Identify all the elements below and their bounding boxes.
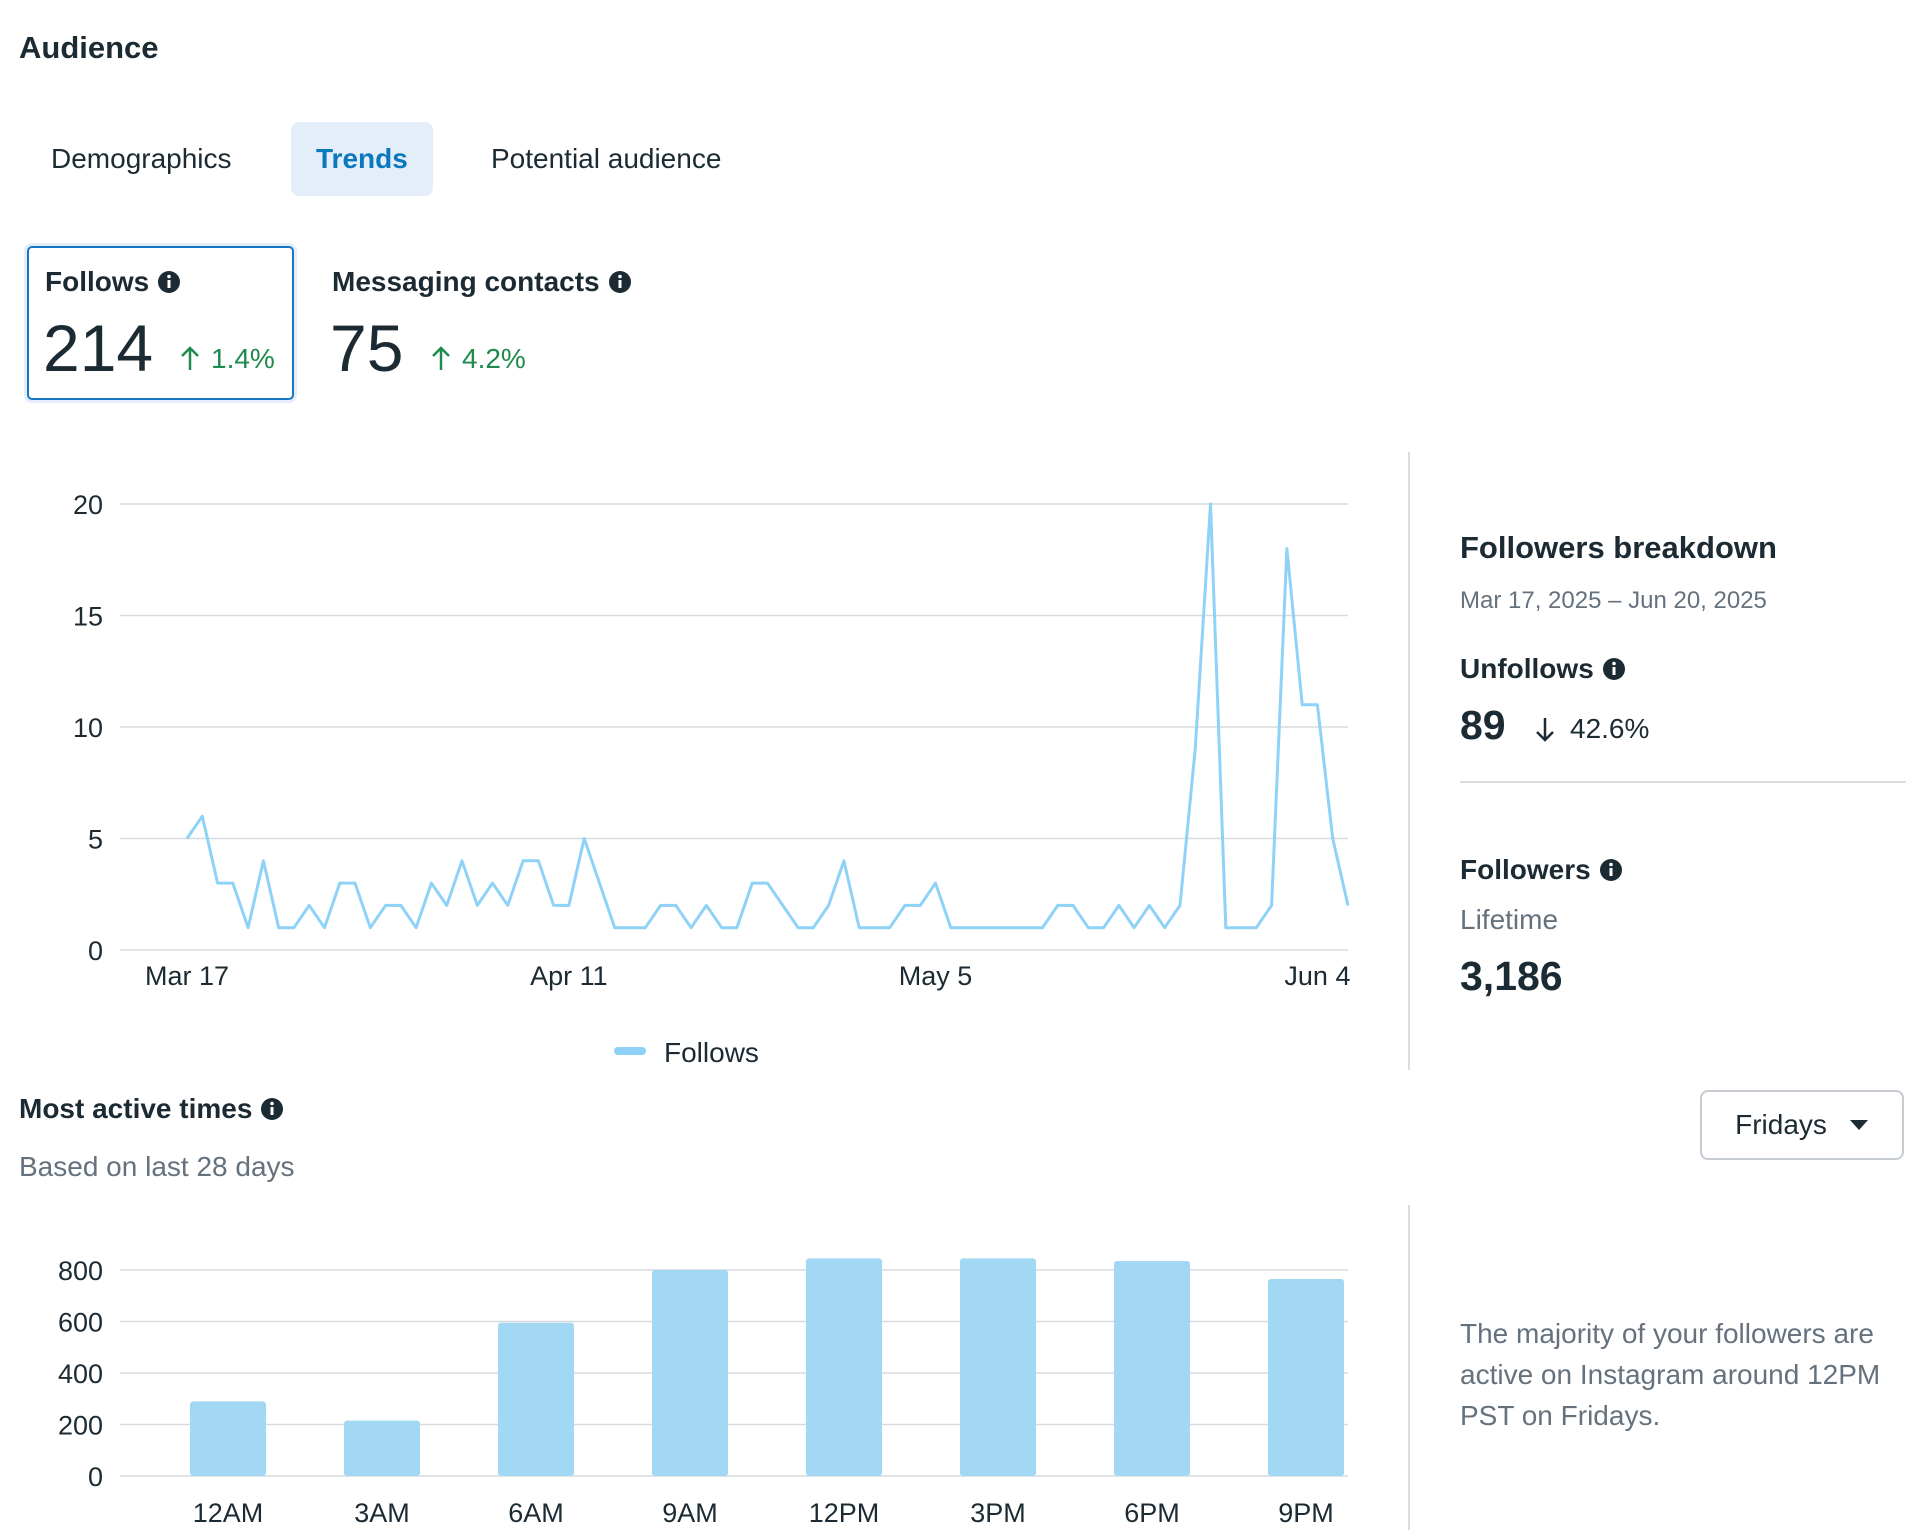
- y-tick-label: 15: [73, 602, 103, 632]
- page-title: Audience: [19, 30, 159, 65]
- x-tick-label: Mar 17: [145, 961, 229, 991]
- tab-potential-audience[interactable]: Potential audience: [491, 143, 722, 174]
- bar-chart-x-ticks: 12AM 3AM 6AM 9AM 12PM 3PM 6PM 9PM: [193, 1498, 1334, 1528]
- y-tick-label: 5: [88, 825, 103, 855]
- y-tick-label: 800: [58, 1256, 103, 1286]
- active-times-bar-chart: 0 200 400 600 800 12AM 3AM 6AM 9AM 12PM 3PM 6PM 9PM: [58, 1256, 1348, 1528]
- most-active-times-title: Most active times: [19, 1093, 253, 1124]
- section-divider: [1408, 1205, 1410, 1530]
- arrow-up-icon: [432, 346, 450, 370]
- arrow-down-icon: [1536, 718, 1554, 742]
- x-tick-label: May 5: [899, 961, 973, 991]
- day-select-dropdown[interactable]: Fridays: [1700, 1090, 1904, 1160]
- messaging-label-row: Messaging contacts: [332, 266, 632, 298]
- day-select-value: Fridays: [1735, 1109, 1827, 1140]
- follows-label: Follows: [45, 266, 150, 297]
- follows-series-line: [185, 502, 1350, 930]
- y-tick-label: 20: [73, 490, 103, 520]
- info-icon[interactable]: [1599, 858, 1623, 882]
- bar-9am: [652, 1270, 728, 1476]
- legend-swatch-follows: [614, 1047, 646, 1055]
- follows-change: 1.4%: [179, 343, 275, 375]
- x-tick-label: 3PM: [970, 1498, 1026, 1528]
- x-tick-label: 12AM: [193, 1498, 264, 1528]
- messaging-change: 4.2%: [430, 343, 526, 375]
- bar-12pm: [806, 1258, 882, 1476]
- bar-chart-bars: [190, 1258, 1344, 1476]
- unfollows-change-value: 42.6%: [1570, 713, 1650, 744]
- follows-value: 214: [43, 311, 154, 385]
- followers-breakdown-title: Followers breakdown: [1460, 530, 1777, 565]
- info-icon[interactable]: [260, 1097, 284, 1121]
- y-tick-label: 0: [88, 1462, 103, 1492]
- x-tick-label: 6PM: [1124, 1498, 1180, 1528]
- line-chart-y-ticks: 0 5 10 15 20: [73, 490, 103, 966]
- bar-6pm: [1114, 1260, 1190, 1476]
- x-tick-label: 12PM: [809, 1498, 880, 1528]
- y-tick-label: 400: [58, 1359, 103, 1389]
- x-tick-label: Apr 11: [530, 961, 608, 991]
- bar-9pm: [1268, 1279, 1344, 1476]
- bar-3pm: [960, 1258, 1036, 1476]
- caret-down-icon: [1849, 1120, 1868, 1130]
- followers-sublabel: Lifetime: [1460, 904, 1559, 935]
- legend-label-follows: Follows: [664, 1037, 759, 1068]
- followers-breakdown-date-range: Mar 17, 2025 – Jun 20, 2025: [1460, 587, 1767, 614]
- y-tick-label: 0: [88, 936, 103, 966]
- x-tick-label: 6AM: [508, 1498, 564, 1528]
- follows-change-value: 1.4%: [211, 343, 275, 374]
- unfollows-label: Unfollows: [1460, 653, 1594, 684]
- messaging-change-value: 4.2%: [462, 343, 526, 374]
- x-tick-label: 9PM: [1278, 1498, 1334, 1528]
- messaging-label: Messaging contacts: [332, 266, 600, 297]
- line-chart-legend: Follows: [614, 1037, 759, 1068]
- unfollows-value: 89: [1460, 702, 1506, 748]
- info-icon[interactable]: [608, 270, 632, 294]
- line-chart-x-ticks: Mar 17 Apr 11 May 5 Jun 4: [145, 961, 1351, 991]
- line-chart-grid: [120, 503, 1348, 951]
- bar-chart-y-ticks: 0 200 400 600 800: [58, 1256, 103, 1492]
- unfollows-change: 42.6%: [1534, 713, 1649, 745]
- messaging-metric-card[interactable]: Messaging contacts 75 4.2%: [320, 246, 670, 400]
- follows-metric-card[interactable]: Follows 214 1.4%: [27, 246, 294, 400]
- x-tick-label: Jun 4: [1284, 961, 1350, 991]
- y-tick-label: 200: [58, 1411, 103, 1441]
- tab-demographics[interactable]: Demographics: [51, 143, 232, 174]
- most-active-times-subtitle: Based on last 28 days: [19, 1151, 295, 1182]
- tab-trends[interactable]: Trends: [291, 122, 433, 196]
- followers-label-row: Followers: [1460, 854, 1623, 886]
- bar-3am: [344, 1420, 420, 1476]
- follows-label-row: Follows: [45, 266, 181, 298]
- bar-6am: [498, 1322, 574, 1476]
- active-times-summary: The majority of your followers are activ…: [1460, 1318, 1881, 1431]
- y-tick-label: 600: [58, 1308, 103, 1338]
- bar-12am: [190, 1401, 266, 1476]
- x-tick-label: 9AM: [662, 1498, 718, 1528]
- arrow-up-icon: [181, 346, 199, 370]
- messaging-value: 75: [330, 311, 404, 385]
- followers-label: Followers: [1460, 854, 1591, 885]
- section-divider: [1408, 452, 1410, 1070]
- followers-value: 3,186: [1460, 953, 1563, 999]
- unfollows-label-row: Unfollows: [1460, 653, 1626, 685]
- follows-line-chart: 0 5 10 15 20 Mar 17 Apr 11 May 5 Jun 4 Follows: [73, 490, 1351, 1068]
- info-icon[interactable]: [157, 270, 181, 294]
- x-tick-label: 3AM: [354, 1498, 410, 1528]
- most-active-times-title-row: Most active times: [19, 1093, 284, 1125]
- breakdown-divider: [1460, 781, 1906, 783]
- follows-series-points: [186, 503, 1349, 928]
- y-tick-label: 10: [73, 713, 103, 743]
- info-icon[interactable]: [1602, 657, 1626, 681]
